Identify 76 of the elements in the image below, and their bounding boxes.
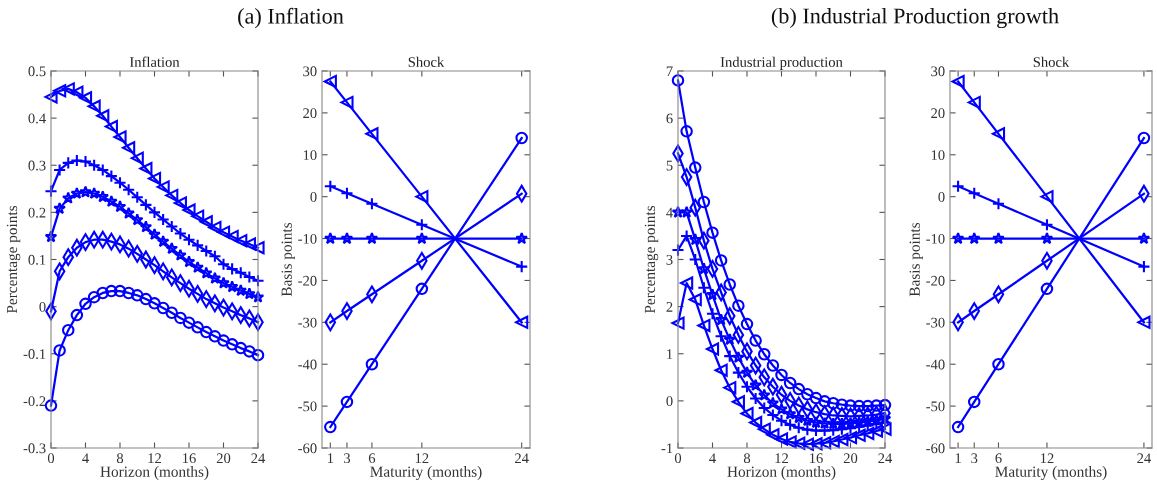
y-tick-label: -30 [298, 317, 317, 328]
x-tick-label: 24 [878, 453, 893, 463]
x-tick-label: 4 [709, 453, 716, 463]
x-tick-label: 8 [743, 453, 751, 464]
y-tick-label: 0.5 [28, 66, 46, 77]
x-tick-label: 24 [515, 453, 529, 463]
y-tick-label: -10 [926, 233, 945, 244]
y-tick-label: 5 [666, 160, 673, 171]
x-tick-label: 8 [116, 453, 124, 464]
y-tick-label: 0 [666, 396, 673, 407]
x-tick-label: 6 [368, 453, 376, 464]
x-tick-label: 12 [415, 453, 429, 463]
y-tick-label: 20 [303, 108, 317, 119]
x-tick-label: 24 [1137, 453, 1151, 463]
x-tick-label: 1 [955, 453, 961, 463]
x-tick-label: 12 [775, 453, 788, 463]
x-tick-label: 0 [674, 453, 682, 464]
y-tick-label: -1 [661, 443, 673, 454]
chart-title: Shock [408, 56, 445, 67]
y-tick-label: -50 [926, 401, 945, 412]
x-tick-label: 20 [843, 453, 858, 464]
chart-title: Inflation [129, 56, 180, 67]
y-tick-label: 0.2 [28, 207, 46, 218]
x-tick-label: 4 [82, 453, 89, 463]
x-tick-label: 12 [1040, 453, 1054, 463]
text: (a) Inflation [238, 7, 344, 29]
y-tick-label: 30 [303, 66, 317, 77]
y-tick-label: -60 [298, 443, 317, 454]
y-tick-label: 0 [938, 192, 945, 202]
x-tick-label: 16 [182, 453, 196, 464]
y-axis-title: Basis points [909, 222, 923, 297]
x-tick-label: 0 [47, 453, 55, 464]
y-axis-title: Percentage points [6, 205, 21, 314]
y-tick-label: 6 [666, 113, 673, 124]
y-tick-label: 0 [310, 192, 317, 202]
y-tick-label: -40 [298, 359, 317, 370]
text: (b) Industrial Production growth [771, 7, 1059, 29]
y-tick-label: 3 [666, 254, 673, 265]
x-tick-label: 24 [251, 453, 266, 463]
chart-title: Industrial production [720, 56, 843, 70]
y-tick-label: 10 [303, 150, 317, 160]
y-tick-label: -30 [926, 317, 945, 328]
x-tick-label: 1 [327, 453, 334, 463]
y-tick-label: -20 [926, 275, 945, 286]
x-tick-label: 3 [971, 453, 978, 464]
y-axis-title: Basis points [281, 222, 295, 297]
y-tick-label: 0 [39, 301, 46, 312]
y-tick-label: -40 [926, 359, 945, 370]
x-tick-label: 16 [809, 453, 823, 464]
y-axis-title: Percentage points [644, 205, 659, 314]
y-tick-label: -50 [298, 401, 317, 412]
y-tick-label: -10 [298, 233, 317, 244]
y-tick-label: 0.1 [28, 254, 46, 265]
x-axis-title: Horizon (months) [100, 466, 209, 480]
x-tick-label: 6 [995, 453, 1002, 464]
x-tick-label: 20 [216, 453, 231, 464]
y-tick-label: 4 [666, 207, 673, 218]
y-tick-label: -0.2 [23, 396, 46, 407]
y-tick-label: 20 [931, 108, 945, 119]
y-tick-label: -0.1 [23, 349, 46, 360]
x-tick-label: 12 [148, 453, 161, 463]
x-axis-title: Maturity (months) [370, 466, 482, 480]
y-tick-label: -60 [926, 443, 945, 454]
x-axis-title: Maturity (months) [995, 466, 1107, 480]
x-axis-title: Horizon (months) [727, 466, 836, 480]
y-tick-label: 7 [666, 66, 673, 77]
y-tick-label: 2 [666, 302, 673, 312]
y-tick-label: 0.4 [28, 113, 46, 124]
y-tick-label: -20 [298, 275, 317, 286]
chart-title: Shock [1033, 56, 1070, 67]
x-tick-label: 3 [344, 453, 351, 464]
y-tick-label: 0.3 [28, 160, 46, 171]
y-tick-label: 30 [931, 66, 945, 77]
y-tick-label: 1 [667, 349, 673, 359]
y-tick-label: -0.3 [23, 443, 46, 454]
y-tick-label: 10 [931, 150, 945, 160]
